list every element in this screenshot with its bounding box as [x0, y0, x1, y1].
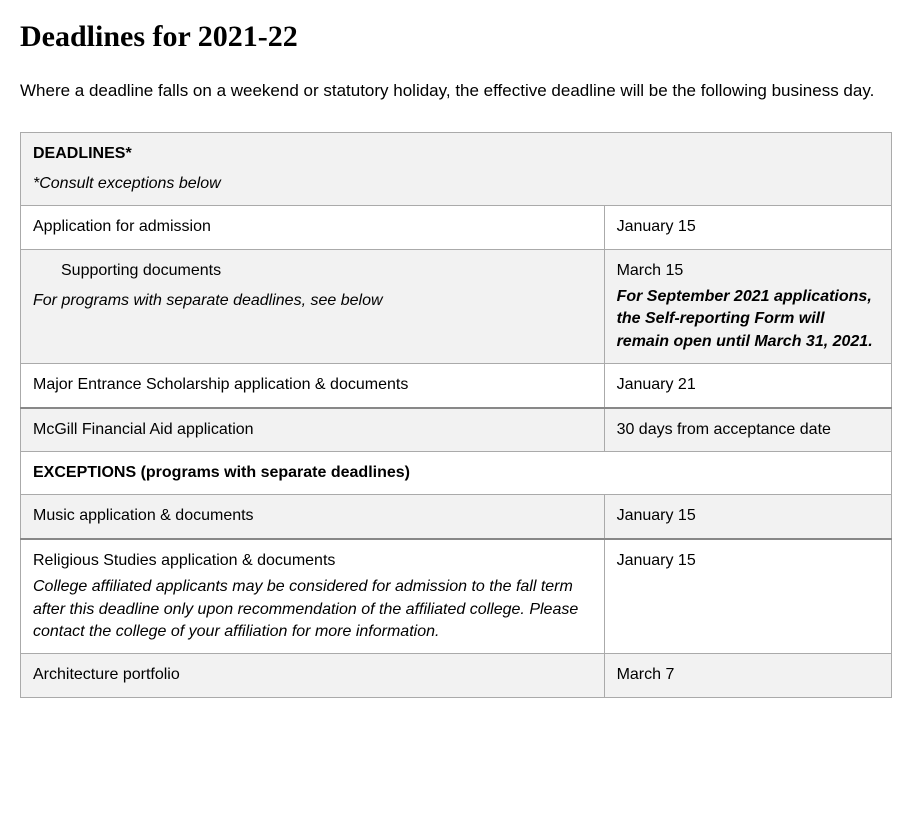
table-row: Music application & documents January 15 — [21, 495, 892, 539]
page-title: Deadlines for 2021-22 — [20, 20, 892, 54]
table-row: Supporting documents For programs with s… — [21, 249, 892, 364]
table-row: Architecture portfolio March 7 — [21, 654, 892, 697]
table-header-title: DEADLINES* — [33, 145, 132, 162]
row-label-note: College affiliated applicants may be con… — [33, 576, 592, 643]
table-row: Major Entrance Scholarship application &… — [21, 364, 892, 408]
row-label-main: Religious Studies application & document… — [33, 552, 335, 569]
row-deadline-note: For September 2021 applications, the Sel… — [617, 286, 879, 353]
row-label: Religious Studies application & document… — [21, 539, 605, 654]
deadlines-table: DEADLINES* *Consult exceptions below App… — [20, 132, 892, 698]
row-label: Supporting documents For programs with s… — [21, 249, 605, 364]
row-label: Architecture portfolio — [21, 654, 605, 697]
row-label-note: For programs with separate deadlines, se… — [33, 290, 592, 312]
row-label-indent: Supporting documents — [33, 260, 592, 282]
row-deadline-main: March 15 — [617, 262, 684, 279]
row-deadline: January 15 — [604, 206, 891, 249]
row-deadline: January 15 — [604, 539, 891, 654]
row-label: Application for admission — [21, 206, 605, 249]
table-row: McGill Financial Aid application 30 days… — [21, 408, 892, 452]
table-row: Application for admission January 15 — [21, 206, 892, 249]
table-row: Religious Studies application & document… — [21, 539, 892, 654]
row-deadline: January 21 — [604, 364, 891, 408]
row-label: Music application & documents — [21, 495, 605, 539]
exceptions-header-row: EXCEPTIONS (programs with separate deadl… — [21, 452, 892, 495]
exceptions-header: EXCEPTIONS (programs with separate deadl… — [21, 452, 892, 495]
row-label: Major Entrance Scholarship application &… — [21, 364, 605, 408]
row-deadline: January 15 — [604, 495, 891, 539]
row-deadline: March 15 For September 2021 applications… — [604, 249, 891, 364]
row-deadline: 30 days from acceptance date — [604, 408, 891, 452]
intro-paragraph: Where a deadline falls on a weekend or s… — [20, 78, 892, 104]
table-header-note: *Consult exceptions below — [33, 173, 879, 195]
table-header-row: DEADLINES* *Consult exceptions below — [21, 132, 892, 206]
row-label: McGill Financial Aid application — [21, 408, 605, 452]
row-deadline: March 7 — [604, 654, 891, 697]
